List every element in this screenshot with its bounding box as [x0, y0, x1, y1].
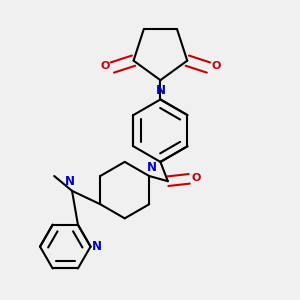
- Text: N: N: [65, 175, 75, 188]
- Text: N: N: [155, 84, 165, 97]
- Text: O: O: [191, 173, 200, 183]
- Text: N: N: [92, 240, 102, 253]
- Text: O: O: [100, 61, 110, 71]
- Text: N: N: [147, 160, 157, 174]
- Text: O: O: [211, 61, 220, 71]
